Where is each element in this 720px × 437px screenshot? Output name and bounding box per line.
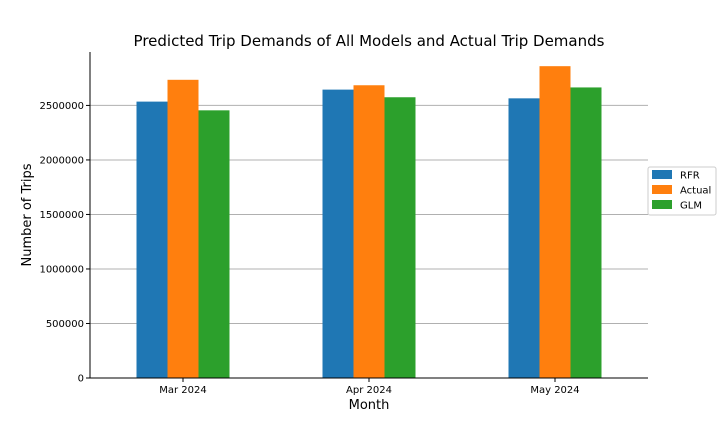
bar-glm-2 xyxy=(570,87,602,378)
bar-glm-1 xyxy=(384,97,416,378)
x-axis-label: Month xyxy=(349,398,390,413)
legend-label-glm: GLM xyxy=(680,201,702,212)
y-tick-label: 1000000 xyxy=(39,264,84,275)
y-tick-label: 500000 xyxy=(46,319,84,330)
y-tick-label: 0 xyxy=(78,374,84,385)
bar-glm-0 xyxy=(198,110,230,378)
bar-actual-1 xyxy=(353,85,385,378)
bar-actual-0 xyxy=(167,79,199,378)
y-axis-label: Number of Trips xyxy=(20,163,35,266)
bar-rfr-1 xyxy=(322,89,354,378)
bars xyxy=(136,66,602,378)
legend-swatch-glm xyxy=(652,200,672,209)
y-ticks: 0 500000 1000000 1500000 2000000 2500000 xyxy=(39,101,90,385)
x-ticks: Mar 2024 Apr 2024 May 2024 xyxy=(159,378,580,396)
x-tick-label: Mar 2024 xyxy=(159,385,207,396)
y-tick-label: 2000000 xyxy=(39,155,84,166)
x-tick-label: May 2024 xyxy=(530,385,579,396)
legend-swatch-actual xyxy=(652,185,672,194)
legend-label-actual: Actual xyxy=(680,186,711,197)
legend-items: RFR Actual GLM xyxy=(652,170,711,212)
bar-rfr-0 xyxy=(136,101,168,378)
legend-label-rfr: RFR xyxy=(680,171,700,182)
bar-rfr-2 xyxy=(508,98,540,378)
legend: RFR Actual GLM xyxy=(647,166,717,216)
bar-actual-2 xyxy=(539,66,571,378)
y-tick-label: 1500000 xyxy=(39,210,84,221)
x-tick-label: Apr 2024 xyxy=(346,385,392,396)
legend-swatch-rfr xyxy=(652,170,672,179)
chart-title: Predicted Trip Demands of All Models and… xyxy=(134,32,605,50)
y-tick-label: 2500000 xyxy=(39,101,84,112)
